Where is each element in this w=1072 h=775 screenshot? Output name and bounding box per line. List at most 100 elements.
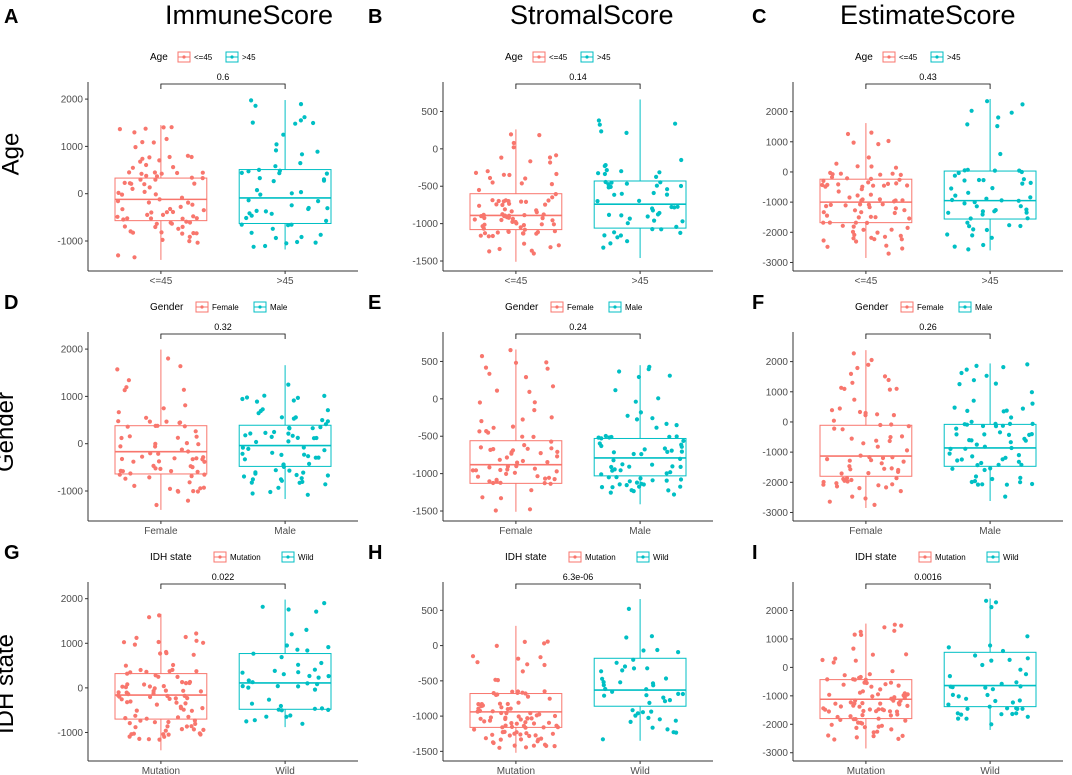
- panel-e-point: [599, 485, 605, 490]
- panel-b-point: [624, 181, 629, 186]
- panel-d-point: [188, 464, 193, 469]
- panel-a-point: [140, 140, 145, 145]
- panel-f-point: [847, 458, 852, 463]
- panel-c-point: [907, 216, 912, 221]
- panel-c-point: [990, 186, 995, 191]
- panel-g-legend-title: IDH state: [150, 552, 192, 563]
- panel-h-point: [500, 730, 505, 735]
- panel-g-point: [163, 688, 168, 693]
- panel-h-significance-bracket: [515, 583, 641, 589]
- panel-d-point: [127, 434, 132, 439]
- panel-b-point: [618, 233, 623, 238]
- panel-g-point: [197, 731, 202, 736]
- panel-h-point: [482, 719, 487, 724]
- panel-e-point: [679, 444, 684, 449]
- panel-h-point: [478, 716, 483, 721]
- panel-b-point: [672, 205, 677, 210]
- panel-d-point: [320, 418, 325, 423]
- panel-a-point: [200, 170, 205, 175]
- panel-b-point: [680, 219, 685, 224]
- panel-b-point: [507, 213, 512, 218]
- panel-e-point: [681, 438, 686, 443]
- panel-d-point: [325, 408, 330, 413]
- panel-i-legend-key-2: [986, 551, 1000, 563]
- panel-g-point: [246, 678, 251, 683]
- panel-c-point: [872, 237, 877, 242]
- panel-a-point: [116, 253, 121, 258]
- panel-i-point: [964, 716, 969, 721]
- panel-e-point: [638, 476, 643, 481]
- panel-c-point: [962, 178, 967, 183]
- panel-g-point: [191, 652, 196, 657]
- panel-c-point: [873, 215, 878, 220]
- panel-c-point: [855, 164, 860, 169]
- panel-e-point: [549, 446, 554, 451]
- panel-f-point: [904, 448, 910, 453]
- panel-e-point: [627, 479, 632, 484]
- panel-f-point: [997, 430, 1003, 435]
- panel-c-point: [949, 186, 954, 191]
- panel-e-point: [504, 471, 509, 476]
- panel-b-point: [499, 155, 504, 160]
- panel-e-point: [650, 478, 655, 483]
- panel-d-point: [249, 480, 254, 485]
- panel-b-point: [675, 204, 680, 209]
- panel-e-y-tick-label-1: -1000: [412, 469, 438, 480]
- panel-i-point: [821, 706, 826, 711]
- panel-f-point: [959, 457, 964, 462]
- panel-a-x-tick-label-1: >45: [277, 276, 294, 285]
- panel-d-point: [198, 486, 203, 491]
- panel-f-point: [858, 453, 863, 458]
- panel-f-point: [1029, 432, 1034, 437]
- panel-e-point: [549, 439, 554, 444]
- panel-a-point: [130, 186, 135, 191]
- panel-b-point: [522, 213, 527, 218]
- panel-i-point: [955, 711, 960, 716]
- panel-a-point: [125, 216, 130, 221]
- panel-e-point: [542, 481, 547, 486]
- panel-e-point: [479, 419, 484, 424]
- panel-f-point: [861, 441, 866, 446]
- panel-i-point: [985, 692, 990, 698]
- panel-h-point: [552, 744, 557, 749]
- panel-b-point: [482, 215, 487, 221]
- panel-h-y-tick-label-1: -1000: [412, 712, 438, 723]
- panel-i-point: [1005, 706, 1010, 711]
- panel-c-point: [859, 210, 864, 215]
- panel-h-point: [667, 698, 672, 703]
- panel-g-legend-label-1: Mutation: [230, 553, 261, 562]
- panel-f-point: [1029, 390, 1034, 395]
- panel-d-point: [260, 407, 265, 412]
- panel-c-point: [877, 197, 882, 202]
- panel-g-point: [193, 721, 198, 726]
- panel-a-point: [130, 165, 135, 170]
- panel-h-point: [555, 725, 560, 730]
- panel-d-legend-title: Gender: [150, 302, 184, 313]
- panel-g-point: [194, 638, 199, 643]
- panel-h-points-1: [470, 639, 560, 750]
- panel-e-x-tick-label-0: Female: [499, 526, 533, 535]
- panel-e-point: [470, 468, 475, 473]
- panel-h-point: [490, 740, 496, 745]
- panel-b-point: [495, 230, 500, 235]
- panel-a-point: [254, 208, 259, 213]
- panel-b-point: [521, 223, 526, 228]
- panel-h-point: [498, 737, 503, 742]
- panel-c-point: [1019, 169, 1024, 175]
- panel-a-point: [247, 211, 252, 216]
- panel-a-point: [142, 189, 147, 194]
- panel-e-point: [654, 425, 659, 430]
- panel-a-point: [274, 142, 279, 147]
- panel-f-point: [1004, 482, 1009, 487]
- panel-e-point: [477, 400, 482, 405]
- panel-f-point: [982, 432, 987, 437]
- panel-e-point: [665, 449, 670, 454]
- panel-d-point: [313, 455, 318, 460]
- panel-a-legend-label-1: <=45: [194, 53, 213, 62]
- panel-b-point: [678, 230, 683, 235]
- panel-a-point: [316, 199, 321, 204]
- panel-f-point: [965, 408, 970, 413]
- panel-e-point: [509, 451, 514, 456]
- panel-h-point: [614, 660, 619, 665]
- panel-c-significance-bracket: [865, 83, 991, 89]
